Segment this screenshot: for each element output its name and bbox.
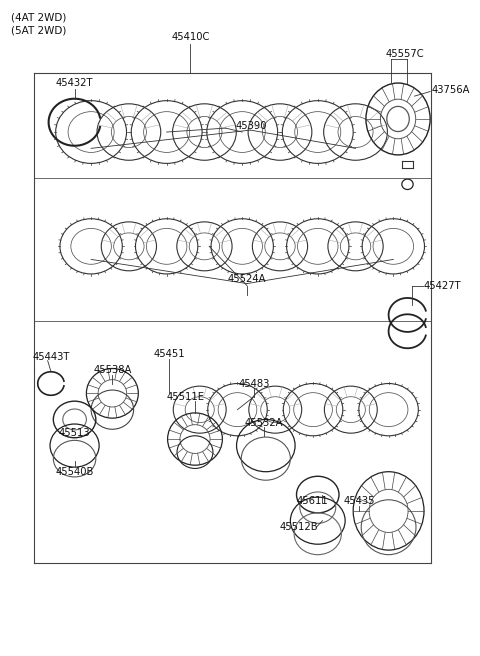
Text: 45390: 45390 xyxy=(236,121,267,131)
Text: 45557C: 45557C xyxy=(386,49,424,58)
Text: 45540B: 45540B xyxy=(55,466,94,477)
Text: 45435: 45435 xyxy=(344,496,375,506)
Text: 45427T: 45427T xyxy=(424,281,462,291)
Text: 45451: 45451 xyxy=(153,349,185,359)
Text: (5AT 2WD): (5AT 2WD) xyxy=(11,26,66,36)
Text: 43756A: 43756A xyxy=(431,85,469,94)
Text: 45443T: 45443T xyxy=(32,352,70,362)
Text: 45512B: 45512B xyxy=(279,522,318,532)
Text: 45538A: 45538A xyxy=(93,365,132,375)
Text: 45432T: 45432T xyxy=(56,78,93,88)
Text: 45524A: 45524A xyxy=(228,274,266,284)
Text: 45611: 45611 xyxy=(296,496,328,506)
Text: 45532A: 45532A xyxy=(245,418,283,428)
Text: 45511E: 45511E xyxy=(167,392,204,401)
Text: 45410C: 45410C xyxy=(171,32,209,43)
Text: 45483: 45483 xyxy=(239,379,270,388)
Text: 45513: 45513 xyxy=(59,428,90,438)
Text: (4AT 2WD): (4AT 2WD) xyxy=(11,12,66,23)
